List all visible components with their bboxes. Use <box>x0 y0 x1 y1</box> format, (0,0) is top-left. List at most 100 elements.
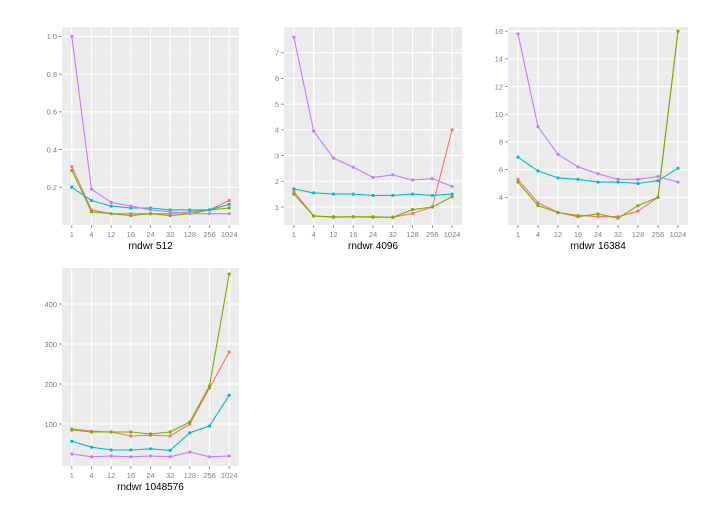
data-point <box>536 201 540 205</box>
data-point <box>656 179 660 183</box>
x-tick-label: 1024 <box>444 230 461 239</box>
data-point <box>188 420 192 424</box>
data-point <box>576 215 580 219</box>
data-point <box>207 384 212 388</box>
data-point <box>227 202 231 206</box>
data-point <box>536 204 540 208</box>
x-tick-label: 32 <box>166 471 174 480</box>
x-tick-label: 256 <box>426 230 439 239</box>
x-tick-label: 16 <box>574 230 582 239</box>
data-point <box>616 177 620 181</box>
x-tick-label: 16 <box>127 471 135 480</box>
x-tick-label: 12 <box>329 230 337 239</box>
data-point <box>636 181 640 186</box>
x-tick-label: 256 <box>203 230 216 239</box>
data-point <box>596 212 600 216</box>
x-tick-label: 16 <box>349 230 357 239</box>
data-point <box>168 455 172 459</box>
data-point <box>391 215 395 219</box>
data-point <box>516 155 520 159</box>
x-tick-label: 256 <box>652 230 665 239</box>
data-point <box>227 350 231 354</box>
data-point <box>70 168 74 172</box>
x-tick-label: 24 <box>369 230 377 239</box>
data-point <box>188 431 192 435</box>
x-tick-label: 32 <box>166 230 174 239</box>
data-point <box>371 215 375 219</box>
x-tick-label: 1 <box>516 230 520 239</box>
x-tick-label: 32 <box>389 230 397 239</box>
data-point <box>109 448 113 452</box>
data-point <box>596 172 600 176</box>
x-tick-label: 16 <box>127 230 135 239</box>
y-tick-label: 8 <box>499 138 503 147</box>
x-axis-title: rndwr 1048576 <box>117 482 184 493</box>
x-tick-label: 128 <box>184 230 197 239</box>
data-point <box>89 187 94 191</box>
x-tick-label: 4 <box>89 230 93 239</box>
data-point <box>109 430 113 434</box>
data-point <box>576 177 580 181</box>
data-point <box>351 192 355 196</box>
data-point <box>148 208 153 212</box>
data-point <box>188 208 192 212</box>
y-tick-label: 1 <box>275 203 279 212</box>
data-point <box>227 272 231 276</box>
chart-panel-4: 100 200 300 400 1 4 12 16 24 32 128 256 1024 rndwr 10… <box>44 268 239 493</box>
data-point <box>410 178 415 182</box>
chart-panel-1: 0.2 0.4 0.6 0.8 1.0 1 4 12 16 24 32 128 256 1024 rndwr… <box>47 27 239 252</box>
data-point <box>292 187 296 191</box>
data-point <box>536 169 540 173</box>
data-point <box>656 195 660 199</box>
data-point <box>207 208 212 212</box>
data-point <box>207 212 212 216</box>
data-point <box>207 424 212 428</box>
y-tick-label: 10 <box>495 110 503 119</box>
x-tick-label: 256 <box>203 471 216 480</box>
data-point <box>516 32 520 36</box>
data-point <box>227 454 231 458</box>
data-point <box>292 189 296 194</box>
data-point <box>616 216 620 220</box>
x-tick-label: 4 <box>536 230 540 239</box>
data-point <box>391 193 395 198</box>
data-point <box>89 430 94 434</box>
data-point <box>70 34 74 39</box>
data-point <box>676 180 680 184</box>
data-point <box>331 215 336 219</box>
x-tick-label: 1 <box>70 471 74 480</box>
data-point <box>70 164 74 169</box>
y-tick-label: 3 <box>275 151 279 160</box>
data-point <box>676 166 680 170</box>
x-tick-label: 1 <box>70 230 74 239</box>
data-point <box>168 430 172 434</box>
data-point <box>410 211 415 216</box>
x-tick-label: 32 <box>614 230 622 239</box>
data-point <box>312 214 316 218</box>
data-point <box>148 447 153 451</box>
data-point <box>596 180 600 184</box>
data-point <box>450 184 454 189</box>
x-axis-title: rndwr 16384 <box>570 241 626 252</box>
y-tick-label: 14 <box>495 55 503 64</box>
y-tick-label: 12 <box>495 82 503 91</box>
data-point <box>331 156 336 160</box>
y-tick-label: 400 <box>44 300 57 309</box>
data-point <box>636 177 640 181</box>
x-tick-label: 4 <box>89 471 93 480</box>
data-point <box>109 204 113 208</box>
y-tick-label: 2 <box>275 177 279 186</box>
data-point <box>109 212 113 216</box>
x-tick-label: 1 <box>292 230 296 239</box>
x-axis-title: rndwr 4096 <box>348 241 398 252</box>
data-point <box>450 195 454 199</box>
data-point <box>207 455 212 459</box>
y-tick-label: 0.2 <box>47 183 57 192</box>
data-point <box>556 152 560 156</box>
x-tick-label: 24 <box>594 230 602 239</box>
data-point <box>148 432 153 436</box>
data-point <box>129 204 133 208</box>
